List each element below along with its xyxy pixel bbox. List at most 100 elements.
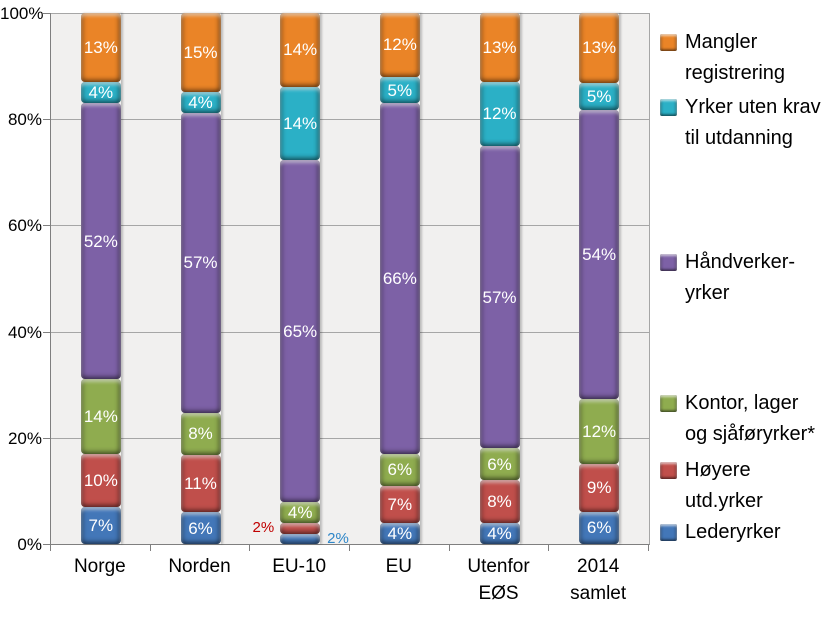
legend-item-label: Kontor, lager og sjåføryrker* bbox=[685, 388, 815, 450]
bar-segment: 13% bbox=[80, 13, 121, 83]
x-axis-label: Utenfor EØS bbox=[467, 556, 530, 604]
bar-segment-label: 6% bbox=[586, 518, 612, 538]
legend-color-swatch-icon bbox=[660, 99, 677, 116]
bar-segment-label: 4% bbox=[287, 502, 313, 522]
legend-item-label: Håndverker-yrker bbox=[685, 247, 795, 309]
x-axis-label: Norden bbox=[168, 556, 231, 577]
bar-segment: 8% bbox=[180, 412, 221, 455]
bar-segment: 7% bbox=[80, 506, 121, 544]
x-axis-label: Norge bbox=[73, 556, 126, 577]
x-axis-tick bbox=[149, 545, 151, 551]
bar-segment: 54% bbox=[579, 109, 620, 400]
bar-segment-label: 12% bbox=[582, 421, 617, 441]
y-axis-label: 0% bbox=[17, 535, 42, 554]
bar-segment-label: 14% bbox=[283, 40, 318, 60]
bar-segment: 52% bbox=[80, 103, 121, 380]
gridline bbox=[51, 13, 649, 14]
bar-norden: 6% 11% 8% 57% 4% 15% bbox=[180, 13, 221, 544]
bar-segment: 6% bbox=[379, 453, 420, 486]
bar-segment: 12% bbox=[379, 13, 420, 77]
legend-item: Høyere utd.yrker bbox=[660, 455, 763, 517]
bar-segment-label: 10% bbox=[83, 470, 118, 490]
bar-segment bbox=[280, 523, 321, 534]
x-axis-label: EU bbox=[385, 556, 413, 577]
bar-2014-samlet: 6% 9% 12% 54% 5% 13% bbox=[579, 13, 620, 544]
bar-segment: 4% bbox=[80, 82, 121, 104]
bar-segment: 11% bbox=[180, 454, 221, 513]
legend-item: Kontor, lager og sjåføryrker* bbox=[660, 388, 815, 450]
bar-segment: 4% bbox=[479, 522, 520, 544]
bar-segment-label: 5% bbox=[586, 86, 612, 106]
bar-segment-label: 5% bbox=[387, 80, 413, 100]
bar-segment: 14% bbox=[280, 13, 321, 87]
legend-item-label-line: registrering bbox=[685, 62, 786, 84]
x-axis-tick bbox=[50, 545, 51, 551]
bar-segment: 10% bbox=[80, 453, 121, 507]
bar-segment-label: 4% bbox=[487, 523, 512, 543]
bar-segment-label: 7% bbox=[88, 515, 114, 535]
legend-item: Yrker uten krav til utdanning bbox=[660, 92, 821, 154]
y-axis-tick bbox=[43, 331, 50, 333]
bar-segment: 8% bbox=[479, 480, 520, 523]
chart-legend: Mangler registrering Yrker uten krav til ut… bbox=[660, 0, 840, 619]
legend-item-label-line: Lederyrker bbox=[685, 521, 781, 543]
legend-color-swatch-icon bbox=[660, 254, 677, 271]
legend-item-label-line: til utdanning bbox=[685, 127, 793, 149]
plot-area: 7% 10% 14% 52% 4% 13% 6% 11% 8% 57% 4% 15% 4% 65% 14% 1… bbox=[50, 13, 650, 547]
bar-segment-label: 13% bbox=[582, 38, 617, 58]
bar-segment-label: 14% bbox=[283, 113, 318, 133]
gridline bbox=[51, 331, 649, 333]
bar-utenfor-e-s: 4% 8% 6% 57% 12% 13% bbox=[479, 13, 520, 544]
bar-segment: 9% bbox=[579, 463, 620, 512]
bar-eu: 4% 7% 6% 66% 5% 12% bbox=[379, 13, 420, 544]
legend-item-label-line: utd.yrker bbox=[685, 490, 763, 512]
legend-color-swatch-icon bbox=[660, 524, 677, 541]
legend-item-label-line: Kontor, lager bbox=[685, 392, 799, 414]
gridline bbox=[51, 225, 649, 227]
bar-segment-label: 8% bbox=[188, 424, 213, 444]
legend-item-label-line: Yrker uten krav bbox=[685, 96, 821, 118]
bar-segment-label: 6% bbox=[387, 460, 413, 480]
bar-segment bbox=[280, 533, 321, 544]
bar-segment-label: 6% bbox=[188, 518, 213, 538]
legend-item-label-line: yrker bbox=[685, 282, 730, 304]
bar-segment: 6% bbox=[579, 511, 620, 544]
legend-item: Mangler registrering bbox=[660, 27, 785, 89]
y-axis-tick bbox=[43, 225, 50, 227]
bar-segment-outside-label: 2% bbox=[327, 529, 349, 547]
bar-segment: 6% bbox=[479, 448, 520, 481]
bar-segment: 4% bbox=[280, 501, 321, 523]
bar-segment-label: 57% bbox=[183, 253, 218, 273]
bar-segment-label: 8% bbox=[487, 492, 512, 512]
legend-item-label-line: Høyere bbox=[685, 459, 751, 481]
y-axis-label: 60% bbox=[7, 216, 42, 236]
bar-segment-label: 4% bbox=[88, 83, 114, 103]
bar-segment: 65% bbox=[280, 160, 321, 502]
legend-item: Håndverker-yrker bbox=[660, 247, 795, 309]
gridline bbox=[51, 119, 649, 121]
legend-color-swatch-icon bbox=[660, 395, 677, 412]
bar-segment: 14% bbox=[80, 379, 121, 454]
bar-segment: 7% bbox=[379, 485, 420, 523]
legend-color-swatch-icon bbox=[660, 34, 677, 51]
bar-segment-label: 12% bbox=[382, 35, 417, 55]
legend-item-label: Yrker uten krav til utdanning bbox=[685, 92, 821, 154]
bar-segment: 13% bbox=[579, 13, 620, 83]
bar-segment-label: 14% bbox=[83, 407, 118, 427]
bar-segment: 57% bbox=[180, 112, 221, 413]
bar-segment: 66% bbox=[379, 103, 420, 454]
legend-item-label: Mangler registrering bbox=[685, 27, 785, 89]
y-axis-tick bbox=[43, 119, 50, 121]
legend-item-label-line: Håndverker- bbox=[685, 251, 796, 273]
y-axis-label: 80% bbox=[7, 110, 42, 130]
bar-segment-label: 52% bbox=[83, 231, 118, 251]
bar-segment: 14% bbox=[280, 86, 321, 161]
bar-segment: 57% bbox=[479, 145, 520, 449]
bar-segment-label: 54% bbox=[582, 244, 617, 264]
x-axis-label: 2014 samlet bbox=[570, 556, 627, 604]
bar-segment-label: 65% bbox=[283, 321, 318, 341]
bar-segment-label: 4% bbox=[387, 523, 413, 543]
bar-norge: 7% 10% 14% 52% 4% 13% bbox=[80, 13, 121, 544]
x-axis-label: EU-10 bbox=[272, 556, 327, 577]
y-axis-label: 20% bbox=[7, 428, 42, 448]
